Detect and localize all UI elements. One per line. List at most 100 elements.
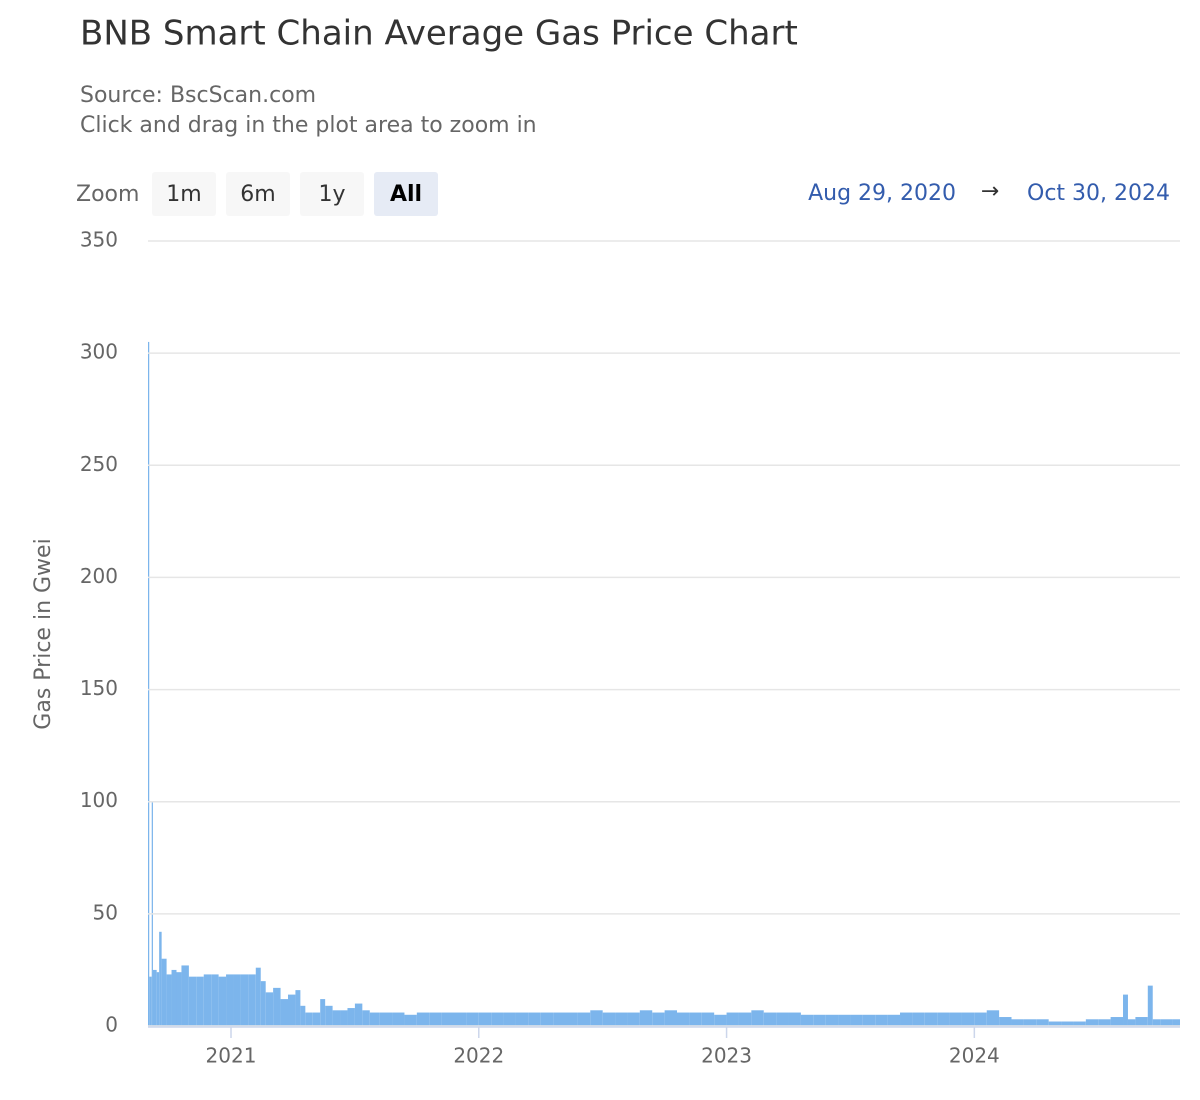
- bar: [1023, 1019, 1037, 1026]
- bar: [689, 1012, 702, 1026]
- x-tick-label: 2023: [701, 1044, 752, 1068]
- zoom-button-label[interactable]: 1m: [166, 182, 201, 207]
- bar: [726, 1012, 739, 1026]
- bar: [273, 987, 281, 1026]
- bar: [961, 1012, 975, 1026]
- bar: [156, 972, 160, 1026]
- bar: [738, 1012, 752, 1026]
- bar: [937, 1012, 950, 1026]
- zoom-button[interactable]: [226, 172, 290, 216]
- bar: [300, 1005, 306, 1026]
- bar: [218, 976, 227, 1026]
- bar: [312, 1012, 321, 1026]
- bar: [912, 1012, 925, 1026]
- bar: [615, 1012, 628, 1026]
- bar: [211, 974, 219, 1026]
- bar: [354, 1003, 363, 1026]
- bar: [320, 999, 326, 1026]
- bar: [340, 1010, 348, 1026]
- bar: [325, 1005, 333, 1026]
- zoom-button[interactable]: [152, 172, 216, 216]
- bar: [429, 1012, 442, 1026]
- y-tick-label: 0: [105, 1013, 118, 1037]
- bar: [714, 1014, 727, 1026]
- zoom-button[interactable]: [374, 172, 438, 216]
- bar: [166, 974, 172, 1026]
- zoom-label: Zoom: [76, 182, 139, 207]
- bar: [515, 1012, 529, 1026]
- bar: [800, 1014, 814, 1026]
- zoom-button-label[interactable]: All: [390, 182, 422, 207]
- bar: [203, 974, 212, 1026]
- y-tick-label: 300: [80, 340, 118, 364]
- bar: [949, 1012, 962, 1026]
- zoom-button-label[interactable]: 6m: [240, 182, 275, 207]
- bar: [392, 1012, 405, 1026]
- bar: [161, 958, 167, 1026]
- bar: [528, 1012, 541, 1026]
- bar: [850, 1014, 863, 1026]
- x-tick-label: 2024: [949, 1044, 1000, 1068]
- bar: [148, 341, 150, 1026]
- x-tick-label: 2022: [453, 1044, 504, 1068]
- range-arrow: →: [981, 179, 999, 204]
- bar: [1123, 994, 1128, 1026]
- bar: [751, 1010, 764, 1026]
- bar: [1147, 985, 1153, 1026]
- bar: [441, 1012, 455, 1026]
- bar: [404, 1014, 417, 1026]
- subtitle: Source: BscScan.com: [80, 83, 316, 108]
- bar: [1098, 1019, 1111, 1026]
- bar: [553, 1012, 566, 1026]
- bar: [379, 1012, 393, 1026]
- bar: [226, 974, 234, 1026]
- bar: [159, 931, 162, 1026]
- bar: [1135, 1017, 1148, 1026]
- bar: [181, 965, 189, 1026]
- bar: [176, 972, 182, 1026]
- bar: [974, 1012, 987, 1026]
- bar: [240, 974, 249, 1026]
- bar: [362, 1010, 370, 1026]
- bar: [1152, 1019, 1161, 1026]
- bar: [233, 974, 241, 1026]
- bar: [255, 967, 261, 1026]
- bar: [1085, 1019, 1099, 1026]
- bar: [248, 974, 256, 1026]
- y-tick-label: 250: [80, 452, 118, 476]
- bar: [1172, 1019, 1180, 1026]
- bar: [627, 1012, 640, 1026]
- bar: [149, 976, 152, 1026]
- y-axis-title: Gas Price in Gwei: [31, 538, 56, 729]
- range-to[interactable]: Oct 30, 2024: [1027, 181, 1170, 206]
- bar: [478, 1012, 492, 1026]
- bar: [986, 1010, 1000, 1026]
- bar: [287, 994, 296, 1026]
- bar: [1160, 1019, 1173, 1026]
- bar: [491, 1012, 504, 1026]
- bar: [1036, 1019, 1049, 1026]
- bar: [887, 1014, 901, 1026]
- bar: [454, 1012, 467, 1026]
- bar: [265, 992, 274, 1026]
- bar: [369, 1012, 380, 1026]
- range-from[interactable]: Aug 29, 2020: [808, 181, 956, 206]
- bar: [875, 1014, 888, 1026]
- series: [148, 341, 1180, 1026]
- bar: [677, 1012, 690, 1026]
- bar: [188, 976, 197, 1026]
- bar: [1048, 1021, 1062, 1026]
- bar: [664, 1010, 678, 1026]
- zoom-button-label[interactable]: 1y: [318, 182, 345, 207]
- zoom-button[interactable]: [300, 172, 364, 216]
- bar: [280, 999, 288, 1026]
- bar: [260, 981, 266, 1026]
- bar: [152, 969, 157, 1026]
- bar: [295, 990, 301, 1026]
- bar: [1110, 1017, 1124, 1026]
- bar: [825, 1014, 839, 1026]
- bar: [466, 1012, 479, 1026]
- y-tick-label: 200: [80, 564, 118, 588]
- y-tick-label: 350: [80, 228, 118, 252]
- bar: [171, 969, 177, 1026]
